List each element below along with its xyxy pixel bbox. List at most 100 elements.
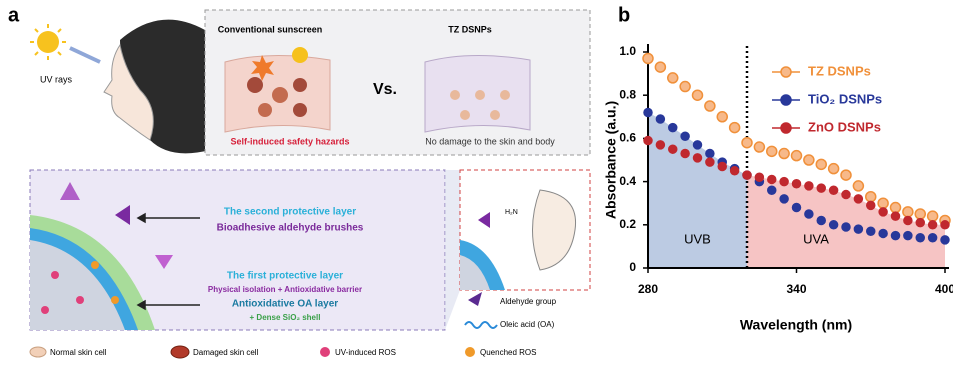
data-point <box>904 216 912 224</box>
data-point <box>742 138 752 148</box>
data-point <box>892 232 900 240</box>
data-point <box>693 90 703 100</box>
x-tick-label: 400 <box>935 282 953 296</box>
side-legend-label: Oleic acid (OA) <box>500 320 555 329</box>
amine-label: H₂N <box>505 209 518 216</box>
region-label: UVA <box>803 231 829 246</box>
data-point <box>804 155 814 165</box>
layer-desc: Physical isolation + Antioxidative barri… <box>208 285 362 294</box>
data-point <box>718 162 726 170</box>
data-point <box>681 132 689 140</box>
data-point <box>792 151 802 161</box>
data-point <box>754 142 764 152</box>
data-point <box>706 158 714 166</box>
data-point <box>730 123 740 133</box>
region-label: UVB <box>684 231 711 246</box>
data-point <box>717 112 727 122</box>
data-point <box>668 73 678 83</box>
data-point <box>669 124 677 132</box>
data-point <box>915 209 925 219</box>
legend-label: ZnO DSNPs <box>808 119 881 134</box>
data-point <box>743 171 751 179</box>
y-tick-label: 0 <box>629 260 636 274</box>
data-point <box>854 225 862 233</box>
aldehyde-icon <box>468 292 482 306</box>
data-point <box>655 62 665 72</box>
data-point <box>817 216 825 224</box>
layer-title: The first protective layer <box>227 271 343 282</box>
data-point <box>841 170 851 180</box>
compare-title: TZ DSNPs <box>448 24 492 34</box>
skin-left <box>225 47 330 132</box>
data-point <box>694 154 702 162</box>
data-point <box>705 101 715 111</box>
legend-marker <box>781 123 791 133</box>
data-point <box>680 82 690 92</box>
data-point <box>853 181 863 191</box>
layer-desc: Bioadhesive aldehyde brushes <box>217 223 364 234</box>
legend-label: Damaged skin cell <box>193 348 259 357</box>
sun <box>30 24 100 62</box>
data-point <box>929 234 937 242</box>
data-point <box>941 221 949 229</box>
data-point <box>768 186 776 194</box>
data-point <box>878 198 888 208</box>
layer-title: The second protective layer <box>224 207 356 218</box>
legend-label: Normal skin cell <box>50 348 107 357</box>
data-point <box>644 137 652 145</box>
y-tick-label: 0.4 <box>619 174 636 188</box>
side-legend-label: Aldehyde group <box>500 297 557 306</box>
data-point <box>867 227 875 235</box>
data-point <box>816 159 826 169</box>
data-point <box>793 180 801 188</box>
data-point <box>656 141 664 149</box>
x-tick-label: 280 <box>638 282 658 296</box>
data-point <box>755 173 763 181</box>
data-point <box>830 186 838 194</box>
compare-caption: No damage to the skin and body <box>425 136 555 146</box>
data-point <box>780 178 788 186</box>
y-tick-label: 0.2 <box>619 217 636 231</box>
data-point <box>879 229 887 237</box>
data-point <box>643 53 653 63</box>
data-point <box>656 115 664 123</box>
data-point <box>829 164 839 174</box>
vs: Vs. <box>373 81 397 98</box>
data-point <box>892 212 900 220</box>
data-point <box>867 201 875 209</box>
y-tick-label: 0.8 <box>619 87 636 101</box>
data-point <box>681 150 689 158</box>
layer-desc: Antioxidative OA layer <box>232 299 338 310</box>
compare-title: Conventional sunscreen <box>218 24 323 34</box>
data-point <box>780 195 788 203</box>
legend-label: Quenched ROS <box>480 348 536 357</box>
data-point <box>731 167 739 175</box>
legend-marker <box>781 67 791 77</box>
data-point <box>779 149 789 159</box>
data-point <box>768 175 776 183</box>
data-point <box>928 211 938 221</box>
skin-right <box>425 55 530 132</box>
data-point <box>854 195 862 203</box>
data-point <box>929 221 937 229</box>
data-point <box>669 145 677 153</box>
head <box>104 20 210 154</box>
region-area <box>747 175 945 268</box>
data-point <box>694 141 702 149</box>
data-point <box>793 204 801 212</box>
data-point <box>644 108 652 116</box>
data-point <box>903 207 913 217</box>
layer-desc: + Dense SiO₂ shell <box>250 313 321 322</box>
y-tick-label: 0.6 <box>619 131 636 145</box>
data-point <box>941 236 949 244</box>
data-point <box>916 234 924 242</box>
data-point <box>706 150 714 158</box>
data-point <box>879 208 887 216</box>
data-point <box>866 192 876 202</box>
panel-label: a <box>8 4 20 26</box>
data-point <box>830 221 838 229</box>
oa-icon <box>465 322 497 328</box>
data-point <box>805 210 813 218</box>
y-axis-label: Absorbance (a.u.) <box>603 101 619 219</box>
figure: a UV rays Conventional sunscreen TZ DSNP… <box>0 0 953 371</box>
